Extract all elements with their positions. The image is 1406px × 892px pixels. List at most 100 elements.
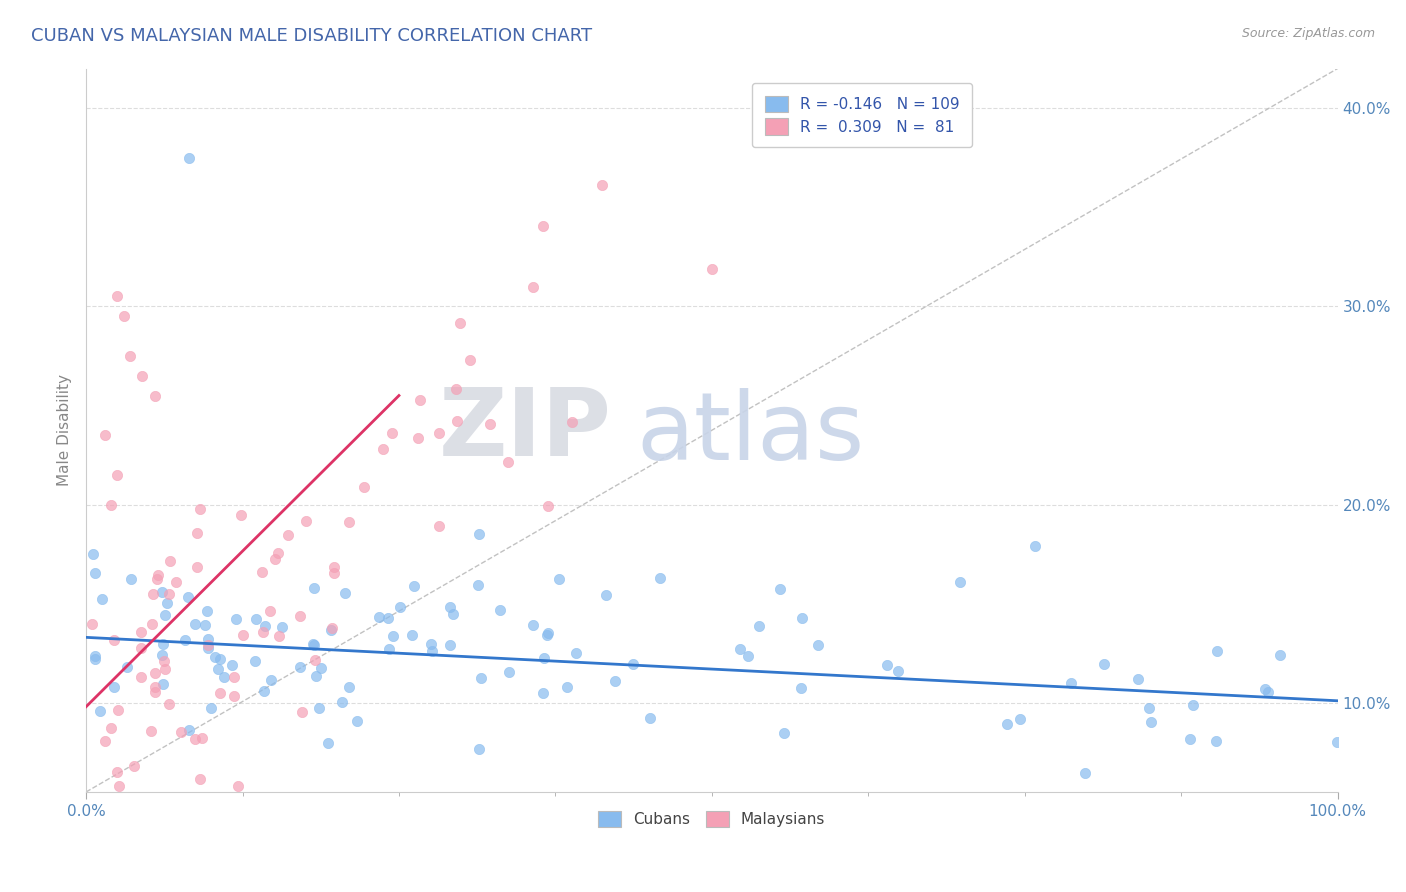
Point xyxy=(603,674,626,689)
Point xyxy=(270,620,292,634)
Point xyxy=(207,662,229,676)
Point xyxy=(467,742,489,756)
Point xyxy=(194,617,217,632)
Point xyxy=(84,649,107,664)
Point xyxy=(82,616,104,631)
Point xyxy=(420,637,443,651)
Point xyxy=(1326,735,1348,749)
Point xyxy=(304,669,326,683)
Point xyxy=(1257,684,1279,698)
Point xyxy=(1094,657,1116,671)
Point xyxy=(1140,714,1163,729)
Point xyxy=(319,623,342,637)
Point xyxy=(769,582,792,596)
Point xyxy=(439,599,461,614)
Point xyxy=(446,414,468,428)
Point xyxy=(197,638,219,652)
Point xyxy=(208,686,231,700)
Point xyxy=(142,586,165,600)
Point xyxy=(1060,676,1083,690)
Point xyxy=(333,585,356,599)
Point xyxy=(772,725,794,739)
Point xyxy=(886,665,908,679)
Point xyxy=(595,588,617,602)
Point xyxy=(226,779,249,793)
Point xyxy=(143,680,166,694)
Point xyxy=(186,525,208,540)
Point xyxy=(245,654,267,668)
Point xyxy=(91,591,114,606)
Point xyxy=(638,711,661,725)
Point xyxy=(949,574,972,589)
Point xyxy=(200,700,222,714)
Point xyxy=(427,426,450,441)
Point xyxy=(737,649,759,664)
Point xyxy=(458,352,481,367)
Point xyxy=(479,417,502,432)
Point xyxy=(389,600,412,615)
Point xyxy=(302,581,325,595)
Point xyxy=(131,368,153,383)
Point xyxy=(231,508,253,523)
Point xyxy=(302,638,325,652)
Point xyxy=(377,610,399,624)
Point xyxy=(1024,539,1046,553)
Point xyxy=(155,607,177,622)
Point xyxy=(152,677,174,691)
Point xyxy=(373,442,395,456)
Point xyxy=(157,697,180,711)
Point xyxy=(84,651,107,665)
Point xyxy=(197,640,219,655)
Point xyxy=(118,349,141,363)
Point xyxy=(143,685,166,699)
Point xyxy=(378,642,401,657)
Point xyxy=(1128,673,1150,687)
Point xyxy=(555,680,578,694)
Point xyxy=(152,637,174,651)
Point xyxy=(112,310,135,324)
Point xyxy=(82,547,104,561)
Point xyxy=(311,661,333,675)
Point xyxy=(254,619,277,633)
Point xyxy=(188,501,211,516)
Point xyxy=(122,759,145,773)
Point xyxy=(177,151,200,165)
Point xyxy=(250,565,273,579)
Point xyxy=(105,467,128,482)
Text: atlas: atlas xyxy=(637,388,865,480)
Point xyxy=(536,626,558,640)
Point xyxy=(214,669,236,683)
Point xyxy=(263,551,285,566)
Point xyxy=(141,616,163,631)
Point xyxy=(561,415,583,429)
Point xyxy=(165,575,187,590)
Point xyxy=(368,610,391,624)
Point xyxy=(381,425,404,440)
Point xyxy=(107,703,129,717)
Y-axis label: Male Disability: Male Disability xyxy=(58,375,72,486)
Point xyxy=(100,721,122,735)
Point xyxy=(650,571,672,585)
Point xyxy=(195,604,218,618)
Point xyxy=(322,559,344,574)
Point xyxy=(337,680,360,694)
Point xyxy=(467,578,489,592)
Point xyxy=(548,572,571,586)
Point xyxy=(449,316,471,330)
Point xyxy=(191,731,214,745)
Point xyxy=(139,723,162,738)
Point xyxy=(316,736,339,750)
Point xyxy=(337,515,360,529)
Point xyxy=(439,638,461,652)
Point xyxy=(807,638,830,652)
Point xyxy=(259,604,281,618)
Point xyxy=(177,723,200,737)
Point xyxy=(531,686,554,700)
Point xyxy=(381,629,404,643)
Point xyxy=(105,289,128,303)
Point xyxy=(420,643,443,657)
Point xyxy=(308,701,330,715)
Point xyxy=(148,567,170,582)
Point xyxy=(295,514,318,528)
Point xyxy=(427,519,450,533)
